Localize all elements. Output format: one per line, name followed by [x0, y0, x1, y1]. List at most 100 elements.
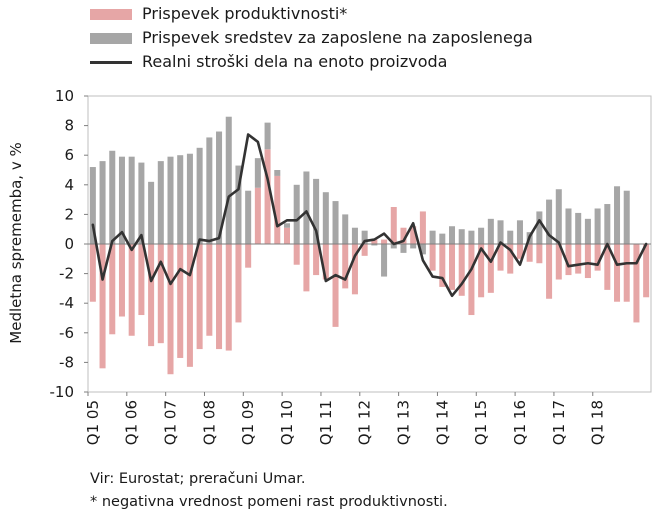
bar-compensation	[264, 122, 271, 150]
bar-compensation	[225, 116, 232, 244]
bar-compensation	[361, 230, 368, 244]
bar-productivity	[449, 244, 456, 290]
footnote: * negativna vrednost pomeni rast produkt…	[90, 494, 448, 510]
bar-compensation	[99, 161, 106, 244]
x-tick-label: Q1 08	[200, 400, 218, 445]
bar-compensation	[429, 230, 436, 244]
bar-compensation	[167, 156, 174, 244]
legend-label-ulc: Realni stroški dela na enoto proizvoda	[142, 52, 448, 71]
y-tick-label: -6	[59, 324, 74, 342]
x-tick-label: Q1 18	[589, 400, 607, 445]
footer: Vir: Eurostat; preračuni Umar. * negativ…	[90, 468, 448, 514]
bar-compensation	[206, 137, 213, 244]
bar-productivity	[419, 211, 426, 244]
bar-productivity	[196, 244, 203, 350]
bar-productivity	[516, 244, 523, 259]
bar-compensation	[293, 184, 300, 244]
x-tick-label: Q1 15	[472, 400, 490, 445]
bar-compensation	[254, 158, 261, 188]
bar-productivity	[410, 226, 417, 244]
y-tick-label: 4	[64, 176, 74, 194]
bar-productivity	[322, 244, 329, 280]
bar-productivity	[157, 244, 164, 344]
axes-layer: 10 8 6 4 2 0 -2 -4 -6 -8 -10 Q1 05 Q1 06 Q1 07 Q1 08 Q1…	[50, 87, 652, 445]
y-tick-label: 8	[64, 117, 74, 135]
bar-productivity	[575, 244, 582, 274]
bar-compensation	[478, 227, 485, 244]
bar-productivity	[216, 244, 223, 350]
y-tick-label: -4	[59, 294, 74, 312]
x-tick-label: Q1 13	[395, 400, 413, 445]
bar-compensation	[274, 170, 281, 176]
bar-compensation	[419, 244, 426, 255]
bar-compensation	[555, 189, 562, 244]
bar-productivity	[390, 207, 397, 244]
bar-productivity	[254, 187, 261, 244]
bar-compensation	[332, 201, 339, 244]
bar-productivity	[342, 244, 349, 289]
y-tick-label: 10	[55, 87, 74, 105]
bar-productivity	[274, 175, 281, 244]
bar-compensation	[546, 199, 553, 244]
bar-compensation	[128, 156, 135, 244]
x-tick-label: Q1 11	[317, 400, 335, 445]
legend-item-productivity: Prispevek produktivnosti*	[90, 2, 533, 26]
bar-compensation	[516, 220, 523, 244]
legend-swatch-compensation	[90, 33, 132, 44]
bar-productivity	[458, 244, 465, 296]
bar-productivity	[565, 244, 572, 276]
legend-swatch-productivity	[90, 9, 132, 20]
bar-compensation	[487, 218, 494, 244]
bars-layer	[89, 116, 650, 375]
x-tick-label: Q1 16	[511, 400, 529, 445]
legend-label-productivity: Prispevek produktivnosti*	[142, 4, 348, 23]
bar-compensation	[89, 167, 96, 244]
bar-productivity	[614, 244, 621, 302]
bar-productivity	[584, 244, 591, 279]
legend-item-compensation: Prispevek sredstev za zaposlene na zapos…	[90, 26, 533, 50]
y-tick-label: -8	[59, 353, 74, 371]
y-tick-label: -2	[59, 265, 74, 283]
x-tick-label: Q1 09	[239, 400, 257, 445]
bar-productivity	[623, 244, 630, 302]
bar-productivity	[643, 244, 650, 298]
bar-productivity	[138, 244, 145, 316]
bar-productivity	[478, 244, 485, 298]
bar-productivity	[89, 244, 96, 302]
bar-compensation	[536, 211, 543, 244]
bar-compensation	[410, 244, 417, 249]
bar-compensation	[623, 190, 630, 244]
legend-label-compensation: Prispevek sredstev za zaposlene na zapos…	[142, 28, 533, 47]
y-tick-label: 2	[64, 205, 74, 223]
bar-compensation	[342, 214, 349, 244]
bar-productivity	[109, 244, 116, 335]
bar-compensation	[157, 161, 164, 244]
x-tick-label: Q1 12	[356, 400, 374, 445]
bar-productivity	[206, 244, 213, 336]
bar-compensation	[322, 192, 329, 244]
bar-productivity	[245, 244, 252, 268]
bar-compensation	[497, 220, 504, 244]
bar-productivity	[633, 244, 640, 323]
bar-productivity	[507, 244, 514, 274]
line-layer	[91, 133, 648, 298]
source-note: Vir: Eurostat; preračuni Umar.	[90, 471, 306, 487]
bar-compensation	[439, 233, 446, 244]
bar-productivity	[555, 244, 562, 280]
bar-compensation	[177, 155, 184, 244]
bar-productivity	[264, 149, 271, 244]
y-tick-label: -10	[50, 383, 75, 401]
bar-compensation	[351, 227, 358, 244]
bar-productivity	[351, 244, 358, 295]
bar-compensation	[313, 178, 320, 244]
bar-productivity	[235, 244, 242, 323]
bar-productivity	[371, 239, 378, 244]
bar-compensation	[186, 153, 193, 244]
bar-productivity	[361, 244, 368, 256]
legend-swatch-ulc	[90, 61, 132, 64]
bar-compensation	[594, 208, 601, 244]
bar-compensation	[565, 208, 572, 244]
bar-compensation	[138, 162, 145, 244]
bar-productivity	[381, 239, 388, 244]
